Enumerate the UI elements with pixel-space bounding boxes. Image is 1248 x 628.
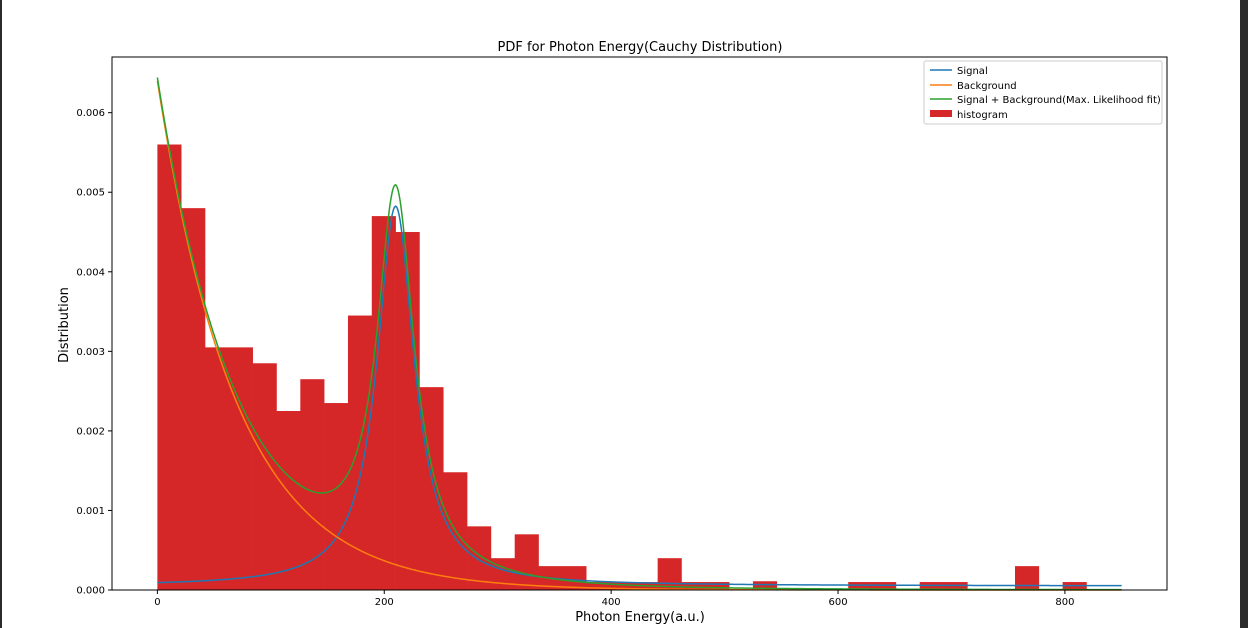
y-tick-label: 0.003	[76, 347, 105, 358]
x-tick-label: 0	[154, 597, 160, 608]
legend: Signal Background Signal + Background(Ma…	[923, 60, 1163, 125]
legend-background-label: Background	[957, 81, 1017, 92]
histogram-bar	[276, 411, 301, 590]
y-tick-label: 0.000	[76, 586, 105, 597]
y-axis-label: Distribution	[57, 287, 72, 363]
legend-histogram-swatch	[930, 110, 952, 117]
histogram-bar	[181, 208, 206, 591]
legend-fit-label: Signal + Background(Max. Likelihood fit)	[957, 95, 1161, 106]
signal-line	[157, 205, 1122, 587]
histogram-bar	[872, 582, 897, 590]
histogram-bar	[610, 582, 635, 590]
y-tick-label: 0.005	[76, 188, 105, 199]
fit-line	[156, 77, 1122, 591]
legend-box	[923, 60, 1163, 125]
histogram-bar	[371, 216, 396, 590]
histogram-bar	[324, 403, 349, 590]
chart-title: PDF for Photon Energy(Cauchy Distributio…	[498, 40, 783, 55]
x-tick-label: 400	[602, 597, 621, 608]
histogram-bar	[514, 534, 539, 590]
window-edge	[1240, 0, 1248, 628]
axes-frame	[111, 56, 1168, 591]
histogram-bar	[347, 315, 373, 590]
histogram-bar	[252, 363, 277, 590]
x-tick-label: 200	[375, 597, 394, 608]
y-axis-ticks: 0.000 0.001 0.002 0.003 0.004 0.005 0.006	[76, 108, 112, 597]
x-axis-label: Photon Energy(a.u.)	[575, 610, 705, 625]
histogram-bar	[157, 144, 182, 591]
histogram-bar	[752, 581, 778, 590]
legend-histogram-label: histogram	[957, 110, 1008, 121]
x-axis-ticks: 0 200 400 600 800	[154, 590, 1074, 608]
histogram-bars	[157, 144, 1087, 591]
x-tick-label: 600	[828, 597, 847, 608]
histogram-bar	[562, 566, 587, 590]
histogram-bar	[848, 582, 873, 590]
histogram-bar	[1014, 566, 1040, 590]
histogram-bar	[467, 526, 492, 590]
legend-signal-label: Signal	[957, 66, 988, 77]
histogram-bar	[681, 582, 706, 590]
y-tick-label: 0.001	[76, 506, 105, 517]
histogram-bar	[300, 379, 325, 590]
histogram-bar	[205, 347, 230, 590]
histogram-bar	[705, 582, 730, 590]
x-tick-label: 800	[1055, 597, 1074, 608]
y-tick-label: 0.004	[76, 267, 105, 278]
histogram-bar	[586, 582, 611, 590]
y-tick-label: 0.002	[76, 426, 105, 437]
y-tick-label: 0.006	[76, 108, 105, 119]
histogram-bar	[657, 558, 682, 590]
